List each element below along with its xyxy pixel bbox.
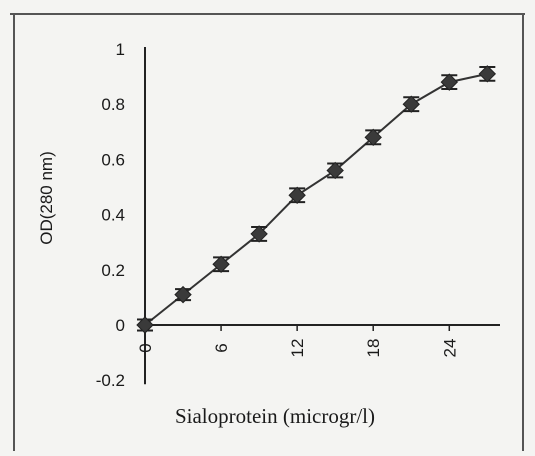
x-tick-label: 0 — [136, 343, 155, 352]
series-line — [144, 72, 488, 326]
data-point — [326, 161, 344, 180]
x-tick-label: 18 — [364, 339, 383, 358]
y-tick-label: 0.8 — [101, 95, 125, 114]
data-point — [288, 186, 306, 204]
data-point — [440, 73, 458, 91]
y-ticks: 1 0.8 0.6 0.4 0.2 0 -0.2 — [96, 40, 125, 390]
data-point — [174, 285, 192, 304]
series-layer — [136, 65, 497, 334]
x-tick-label: 12 — [288, 339, 307, 358]
data-point — [364, 128, 382, 147]
x-axis-label: Sialoprotein (microgr/l) — [175, 404, 375, 428]
data-point — [250, 225, 268, 243]
x-tick-label: 24 — [440, 339, 459, 358]
x-tick-label: 6 — [212, 343, 231, 352]
y-tick-label: 0.6 — [101, 150, 125, 169]
y-tick-label: -0.2 — [96, 371, 125, 390]
y-tick-label: 0.4 — [101, 206, 125, 225]
data-point — [212, 255, 230, 273]
y-tick-label: 1 — [116, 40, 125, 59]
y-tick-label: 0.2 — [101, 261, 125, 280]
y-axis-label: OD(280 nm) — [37, 151, 56, 245]
data-point — [136, 316, 154, 334]
data-point — [478, 65, 497, 83]
y-tick-label: 0 — [116, 316, 125, 335]
data-point — [402, 95, 420, 113]
